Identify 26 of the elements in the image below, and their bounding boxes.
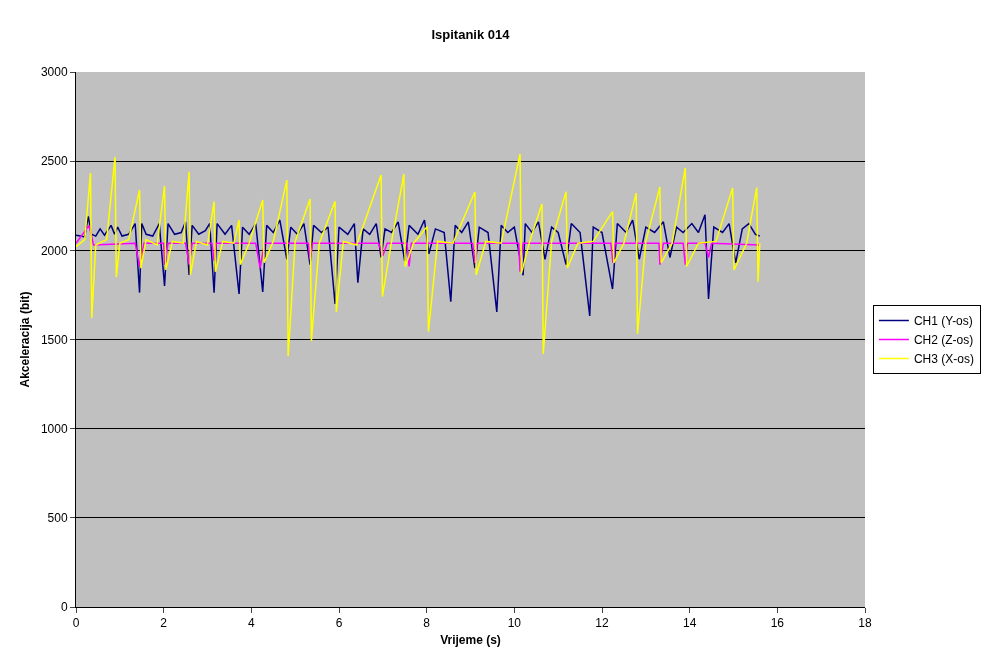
x-tick-label: 4 [247,616,255,631]
x-tick-label: 16 [770,616,785,631]
x-tick-label: 18 [858,616,872,631]
y-axis-title: Akceleracija (bit) [18,291,33,388]
x-tick-label: 10 [507,616,522,631]
legend-label: CH3 (X-os) [913,352,974,367]
legend-label: CH1 (Y-os) [913,314,973,329]
y-tick-label: 500 [47,511,68,526]
y-tick-label: 0 [60,600,68,615]
x-tick-label: 8 [423,616,431,631]
x-axis-title: Vrijeme (s) [440,633,501,648]
legend-label: CH2 (Z-os) [913,333,974,348]
line-series [76,153,761,357]
x-tick-label: 0 [72,616,80,631]
y-tick-label: 1000 [40,421,68,436]
y-tick-label: 1500 [40,332,68,347]
x-tick-label: 6 [335,616,343,631]
x-tick-label: 2 [160,616,168,631]
y-tick-label: 2500 [40,154,68,169]
y-tick-label: 3000 [40,65,68,80]
x-tick-label: 12 [595,616,609,631]
y-tick-label: 2000 [40,243,68,258]
chart-title: Ispitanik 014 [431,26,511,42]
line-series [76,213,761,317]
line-series [76,224,761,273]
x-tick-label: 14 [682,616,697,631]
